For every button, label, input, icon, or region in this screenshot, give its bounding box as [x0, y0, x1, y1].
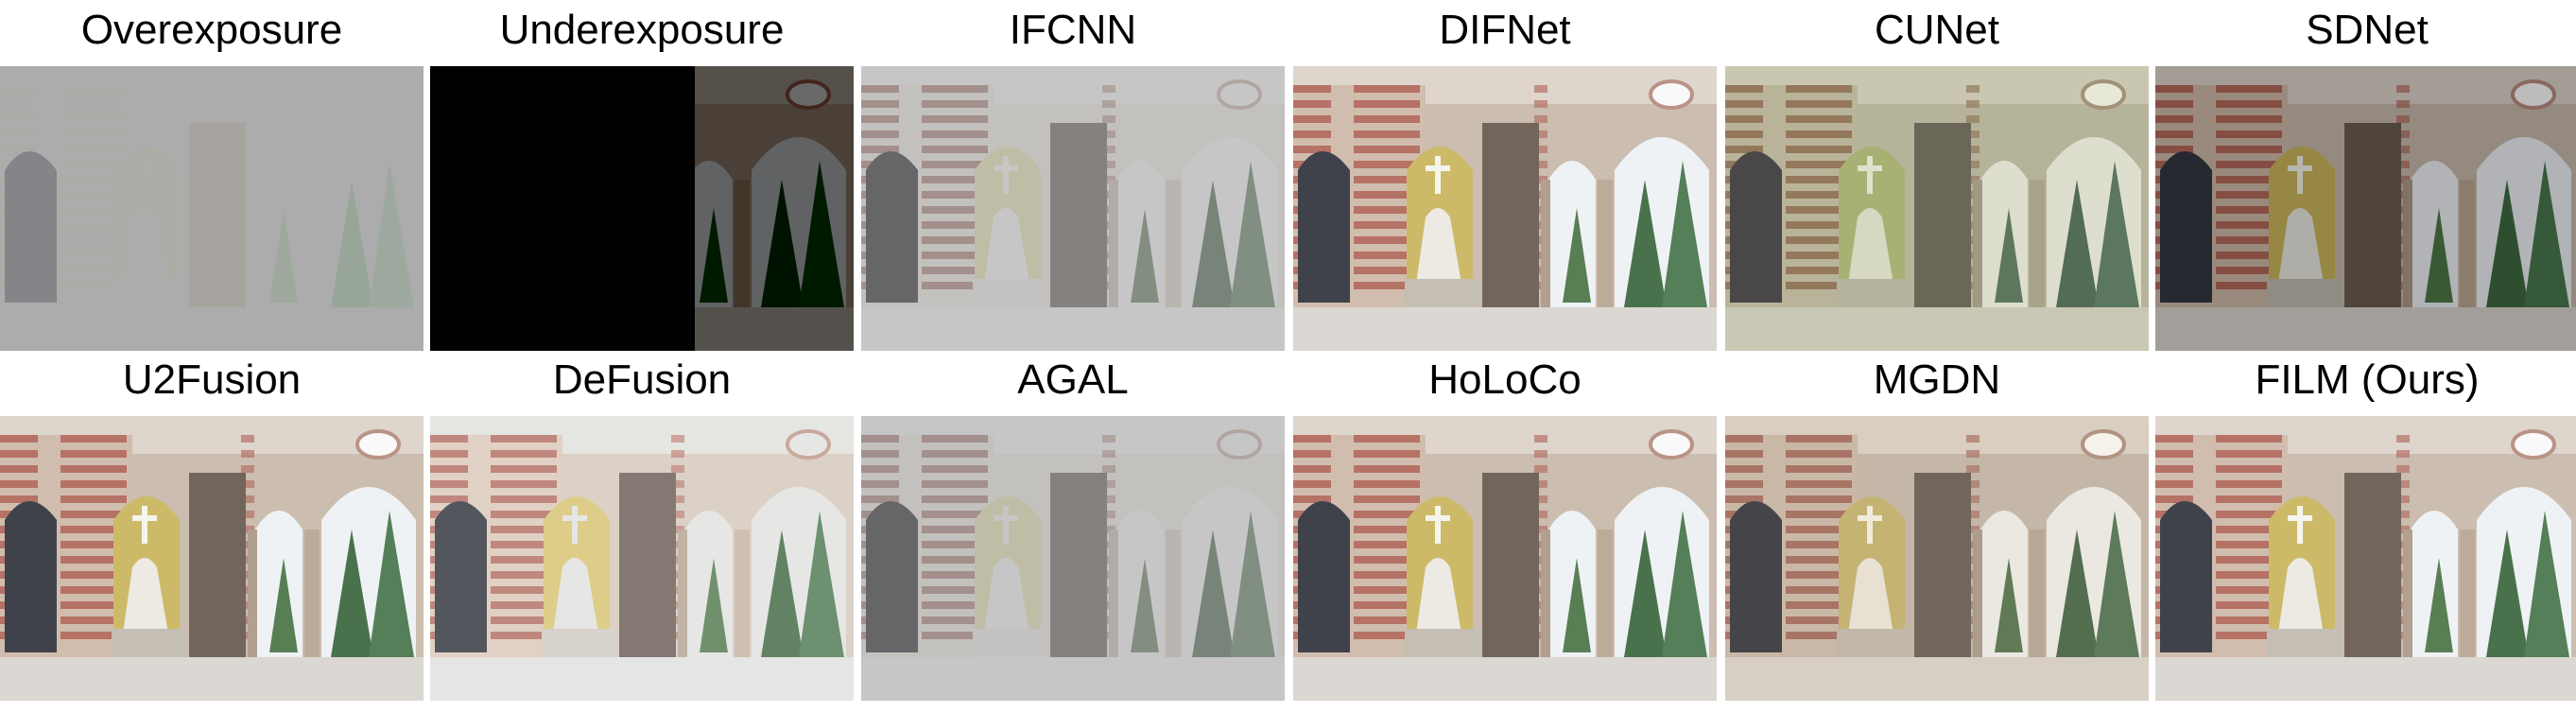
photo-defusion	[430, 416, 854, 701]
panel-caption: FILM (Ours)	[2255, 356, 2480, 403]
photo-cunet	[1725, 66, 2149, 351]
photo-u2fusion	[0, 416, 424, 701]
scene-image	[861, 416, 1285, 701]
scene-image	[0, 66, 424, 351]
panel-caption: Underexposure	[499, 7, 785, 53]
scene-image	[2155, 66, 2576, 351]
scene-image	[430, 66, 854, 351]
panel-caption: DeFusion	[552, 356, 732, 403]
panel-caption: Overexposure	[80, 7, 343, 53]
photo-ifcnn	[861, 66, 1285, 351]
scene-image	[2155, 416, 2576, 701]
photo-overexposure	[0, 66, 424, 351]
scene-image	[0, 416, 424, 701]
panel-caption: IFCNN	[1009, 7, 1137, 53]
panel-caption: U2Fusion	[122, 356, 302, 403]
panel-caption: CUNet	[1874, 7, 2000, 53]
photo-mgdn	[1725, 416, 2149, 701]
photo-holoco	[1293, 416, 1717, 701]
photo-agal	[861, 416, 1285, 701]
photo-film-ours	[2155, 416, 2576, 701]
panel-caption: AGAL	[1017, 356, 1129, 403]
scene-image	[1725, 66, 2149, 351]
panel-caption: HoLoCo	[1428, 356, 1582, 403]
scene-image	[1293, 416, 1717, 701]
photo-sdnet	[2155, 66, 2576, 351]
scene-image	[861, 66, 1285, 351]
photo-difnet	[1293, 66, 1717, 351]
panel-caption: SDNet	[2306, 7, 2429, 53]
scene-image	[430, 416, 854, 701]
scene-image	[1293, 66, 1717, 351]
panel-caption: DIFNet	[1439, 7, 1571, 53]
scene-image	[1725, 416, 2149, 701]
photo-underexposure	[430, 66, 854, 351]
panel-caption: MGDN	[1873, 356, 2001, 403]
